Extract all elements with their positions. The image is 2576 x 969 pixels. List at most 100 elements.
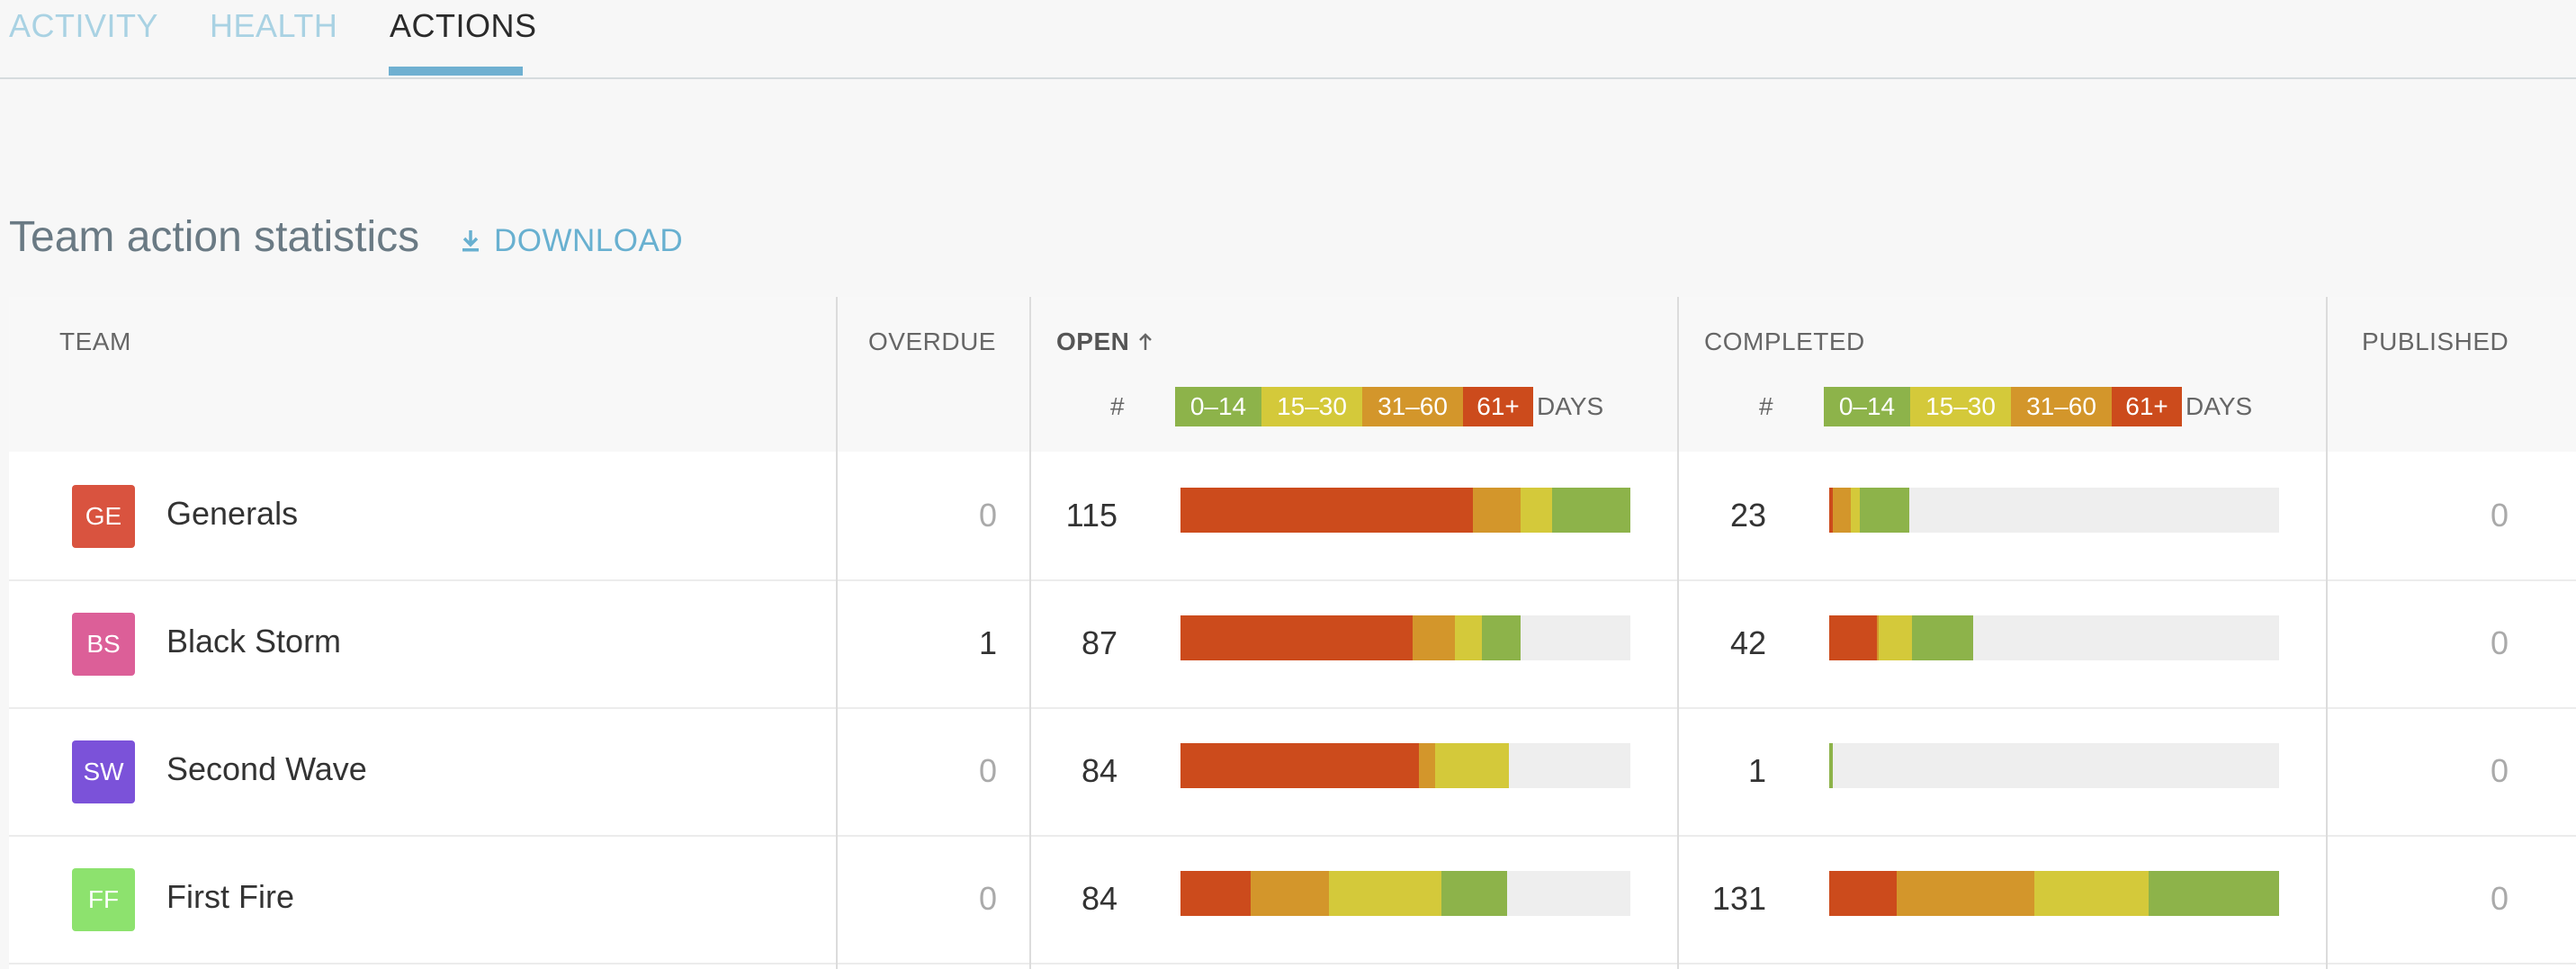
bar-segment-31–60 <box>1876 615 1879 660</box>
completed-count: 1 <box>1747 752 1766 789</box>
open-age-bar <box>1180 488 1630 533</box>
sort-arrow-up-icon <box>1138 333 1152 350</box>
bar-segment-31–60 <box>1419 743 1435 788</box>
open-count-subheader: # <box>1110 392 1125 420</box>
published-count: 0 <box>2490 880 2509 917</box>
legend-15-30: 15–30 <box>1910 387 2011 426</box>
bar-segment-15–30 <box>1329 871 1441 916</box>
completed-count: 23 <box>1729 497 1766 534</box>
bar-segment-15–30 <box>1878 615 1912 660</box>
active-tab-indicator <box>389 67 523 76</box>
bar-segment-15–30 <box>1455 615 1482 660</box>
open-days-label: DAYS <box>1537 392 1604 420</box>
download-label: DOWNLOAD <box>494 223 684 258</box>
table-row[interactable]: FF First Fire 0 84 131 0 <box>9 835 2576 965</box>
completed-age-bar <box>1829 871 2279 916</box>
bar-segment-61+ <box>1829 615 1877 660</box>
table-row[interactable]: BS Black Storm 1 87 42 0 <box>9 579 2576 709</box>
table-row[interactable]: GE Generals 0 115 23 0 <box>9 452 2576 581</box>
open-count: 115 <box>1065 497 1117 534</box>
bar-segment-15–30 <box>1520 488 1552 533</box>
completed-days-label: DAYS <box>2186 392 2253 420</box>
completed-count: 42 <box>1729 624 1766 661</box>
column-divider <box>2326 297 2328 969</box>
col-header-published[interactable]: PUBLISHED <box>2362 327 2509 355</box>
legend-0-14: 0–14 <box>1175 387 1261 426</box>
col-header-overdue[interactable]: OVERDUE <box>868 327 996 355</box>
tab-actions[interactable]: ACTIONS <box>390 7 537 44</box>
bar-segment-0–14 <box>1551 488 1630 533</box>
legend-31-60: 31–60 <box>2011 387 2112 426</box>
published-count: 0 <box>2490 752 2509 789</box>
column-divider <box>1029 297 1031 969</box>
bar-segment-31–60 <box>1473 488 1521 533</box>
overdue-count: 0 <box>978 752 997 789</box>
bar-segment-0–14 <box>2149 871 2279 916</box>
open-age-bar <box>1180 871 1630 916</box>
bar-segment-15–30 <box>2033 871 2149 916</box>
bar-segment-31–60 <box>1250 871 1329 916</box>
team-name[interactable]: Generals <box>166 495 299 532</box>
bar-segment-31–60 <box>1833 488 1851 533</box>
bar-segment-61+ <box>1829 871 1897 916</box>
table-row[interactable]: SW Second Wave 0 84 1 0 <box>9 707 2576 837</box>
bar-segment-31–60 <box>1897 871 2034 916</box>
tab-health[interactable]: HEALTH <box>210 7 338 44</box>
overdue-count: 0 <box>978 880 997 917</box>
bar-segment-61+ <box>1180 488 1473 533</box>
col-header-open[interactable]: OPEN <box>1056 327 1153 356</box>
completed-count-subheader: # <box>1759 392 1773 420</box>
tab-activity[interactable]: ACTIVITY <box>9 7 159 44</box>
table-header: TEAM OVERDUE OPEN COMPLETED PUBLISHED # … <box>9 297 2576 452</box>
column-divider <box>836 297 838 969</box>
team-avatar: BS <box>72 613 135 676</box>
completed-age-legend: 0–14 15–30 31–60 61+ <box>1824 387 2182 426</box>
overdue-count: 0 <box>978 497 997 534</box>
open-count: 84 <box>1081 752 1117 789</box>
bar-segment-15–30 <box>1851 488 1860 533</box>
published-count: 0 <box>2490 624 2509 661</box>
bar-segment-15–30 <box>1434 743 1509 788</box>
download-button[interactable]: DOWNLOAD <box>460 223 683 259</box>
team-avatar: FF <box>72 868 135 931</box>
section-title: Team action statistics <box>9 213 420 261</box>
team-name[interactable]: First Fire <box>166 878 294 915</box>
published-count: 0 <box>2490 497 2509 534</box>
open-count: 87 <box>1081 624 1117 661</box>
legend-31-60: 31–60 <box>1362 387 1463 426</box>
completed-count: 131 <box>1711 880 1766 917</box>
legend-61-plus: 61+ <box>1463 387 1533 426</box>
team-avatar: GE <box>72 485 135 548</box>
overdue-count: 1 <box>978 624 997 661</box>
team-avatar: SW <box>72 740 135 803</box>
legend-0-14: 0–14 <box>1824 387 1910 426</box>
col-header-open-label: OPEN <box>1056 327 1130 355</box>
tab-bar: ACTIVITY HEALTH ACTIONS <box>0 0 2576 79</box>
bar-segment-0–14 <box>1860 488 1909 533</box>
completed-age-bar <box>1829 743 2279 788</box>
team-stats-table: TEAM OVERDUE OPEN COMPLETED PUBLISHED # … <box>9 297 2576 969</box>
col-header-completed[interactable]: COMPLETED <box>1704 327 1865 355</box>
team-name[interactable]: Second Wave <box>166 750 367 787</box>
completed-age-bar <box>1829 488 2279 533</box>
legend-15-30: 15–30 <box>1261 387 1362 426</box>
open-age-legend: 0–14 15–30 31–60 61+ <box>1175 387 1533 426</box>
bar-segment-61+ <box>1180 871 1251 916</box>
open-age-bar <box>1180 615 1630 660</box>
legend-61-plus: 61+ <box>2112 387 2182 426</box>
bar-segment-31–60 <box>1412 615 1455 660</box>
bar-segment-61+ <box>1829 488 1833 533</box>
bar-segment-61+ <box>1180 743 1419 788</box>
bar-segment-0–14 <box>1441 871 1507 916</box>
team-name[interactable]: Black Storm <box>166 623 342 659</box>
completed-age-bar <box>1829 615 2279 660</box>
open-count: 84 <box>1081 880 1117 917</box>
open-age-bar <box>1180 743 1630 788</box>
column-divider <box>1677 297 1679 969</box>
bar-segment-0–14 <box>1482 615 1521 660</box>
bar-segment-61+ <box>1180 615 1413 660</box>
col-header-team[interactable]: TEAM <box>59 327 131 355</box>
download-icon <box>462 230 479 252</box>
bar-segment-0–14 <box>1912 615 1973 660</box>
bar-segment-0–14 <box>1829 743 1833 788</box>
